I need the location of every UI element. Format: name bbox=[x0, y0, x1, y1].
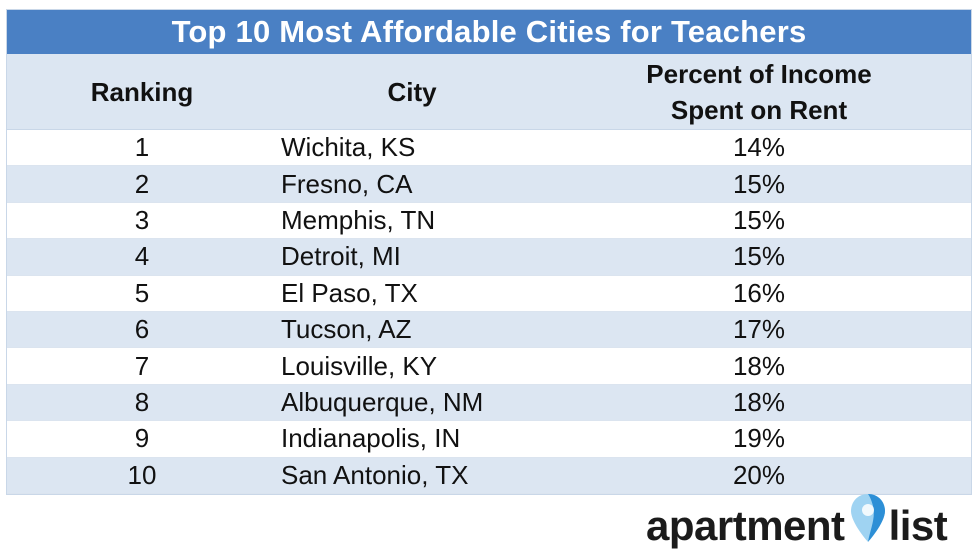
cell-percent: 18% bbox=[732, 386, 786, 417]
cell-ranking: 5 bbox=[134, 277, 150, 308]
cell-percent: 14% bbox=[732, 132, 786, 163]
table-row: 7 Louisville, KY 18% bbox=[7, 348, 971, 385]
header-percent: Percent of Income Spent on Rent bbox=[547, 56, 971, 128]
cell-ranking: 6 bbox=[134, 314, 150, 345]
header-city: City bbox=[387, 76, 437, 107]
cell-ranking: 3 bbox=[134, 204, 150, 235]
table-row: 8 Albuquerque, NM 18% bbox=[7, 384, 971, 422]
table-row: 2 Fresno, CA 15% bbox=[7, 166, 971, 203]
table-row: 6 Tucson, AZ 17% bbox=[7, 311, 971, 349]
cell-percent: 15% bbox=[732, 168, 786, 199]
cell-ranking: 2 bbox=[134, 168, 150, 199]
cell-city: Fresno, CA bbox=[281, 168, 413, 199]
cell-city: Wichita, KS bbox=[281, 132, 416, 163]
table-row: 9 Indianapolis, IN 19% bbox=[7, 421, 971, 458]
table-row: 3 Memphis, TN 15% bbox=[7, 202, 971, 240]
table-body: 1 Wichita, KS 14% 2 Fresno, CA 15% 3 Memphis, T… bbox=[7, 130, 971, 494]
apartment-list-logo: apartment list bbox=[646, 494, 948, 552]
header-percent-line1: Percent of Income bbox=[646, 58, 872, 89]
cell-percent: 15% bbox=[732, 241, 786, 272]
cell-percent: 18% bbox=[732, 350, 786, 381]
table-title: Top 10 Most Affordable Cities for Teache… bbox=[7, 10, 971, 54]
table-row: 1 Wichita, KS 14% bbox=[7, 130, 971, 167]
header-percent-line2: Spent on Rent bbox=[670, 94, 848, 125]
map-pin-icon bbox=[850, 494, 885, 542]
table-row: 4 Detroit, MI 15% bbox=[7, 239, 971, 276]
cell-percent: 19% bbox=[732, 423, 786, 454]
cell-city: El Paso, TX bbox=[281, 277, 418, 308]
table-row: 5 El Paso, TX 16% bbox=[7, 275, 971, 312]
logo-text-list: list bbox=[888, 502, 948, 549]
cell-city: Detroit, MI bbox=[281, 241, 401, 272]
cell-city: Albuquerque, NM bbox=[281, 386, 484, 417]
cell-ranking: 4 bbox=[134, 241, 150, 272]
cell-ranking: 9 bbox=[134, 423, 150, 454]
cell-percent: 16% bbox=[732, 277, 786, 308]
cell-city: Tucson, AZ bbox=[281, 314, 412, 345]
header-ranking: Ranking bbox=[90, 76, 194, 107]
cell-city: Louisville, KY bbox=[281, 350, 438, 381]
table-header-row: Ranking City Percent of Income Spent on … bbox=[7, 54, 971, 130]
logo-text-apartment: apartment bbox=[646, 502, 845, 549]
cell-percent: 15% bbox=[732, 204, 786, 235]
cell-city: Memphis, TN bbox=[281, 204, 436, 235]
cell-city: San Antonio, TX bbox=[281, 459, 469, 490]
cell-ranking: 8 bbox=[134, 386, 150, 417]
cell-ranking: 7 bbox=[134, 350, 150, 381]
data-table: Top 10 Most Affordable Cities for Teache… bbox=[6, 9, 972, 495]
cell-city: Indianapolis, IN bbox=[281, 423, 461, 454]
cell-ranking: 10 bbox=[127, 459, 157, 490]
cell-percent: 17% bbox=[732, 314, 786, 345]
table-row: 10 San Antonio, TX 20% bbox=[7, 457, 971, 494]
cell-ranking: 1 bbox=[134, 132, 150, 163]
cell-percent: 20% bbox=[732, 459, 786, 490]
